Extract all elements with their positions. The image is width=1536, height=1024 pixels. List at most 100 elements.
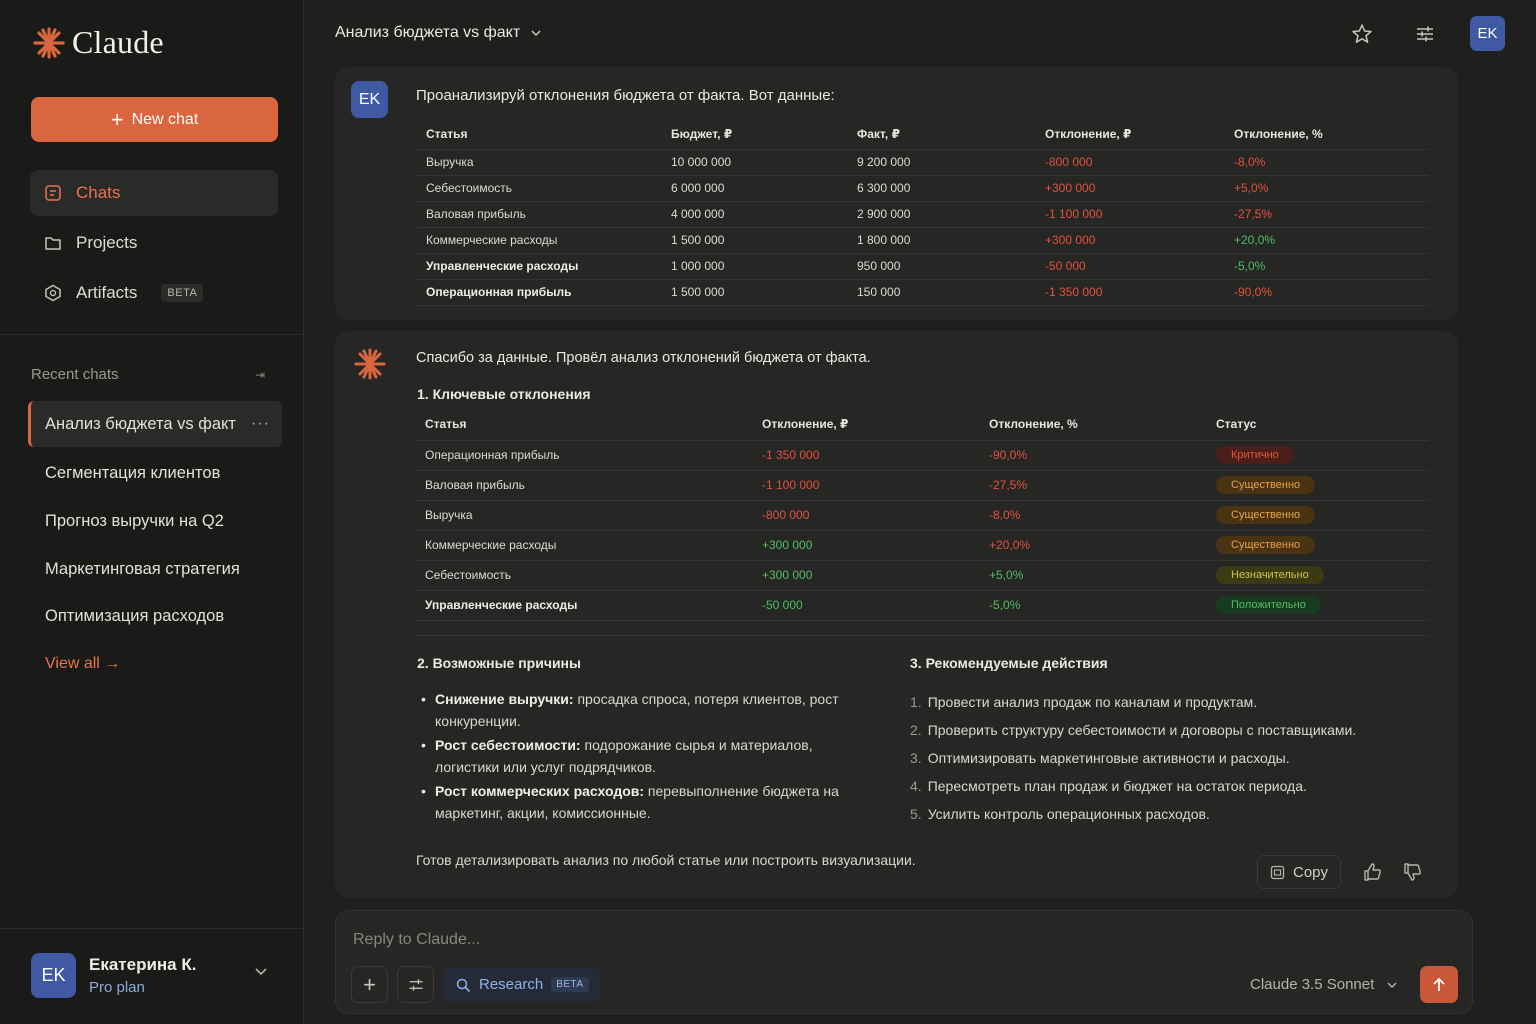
- user-profile[interactable]: EK Екатерина К. Pro plan: [31, 953, 196, 998]
- table-cell: 1 500 000: [662, 279, 848, 306]
- research-label: Research: [479, 976, 544, 993]
- view-all-link[interactable]: View all →: [45, 655, 121, 672]
- table-cell: +20,0%: [980, 530, 1207, 561]
- reasons-list: Снижение выручки: просадка спроса, потер…: [421, 688, 855, 826]
- recent-chat-item[interactable]: Маркетинговая стратегия: [28, 546, 282, 592]
- table-cell: 4 000 000: [662, 201, 848, 228]
- table-cell: +5,0%: [1225, 175, 1429, 202]
- table-cell: Себестоимость: [417, 175, 662, 202]
- table-cell: Выручка: [416, 500, 753, 531]
- chevron-down-icon[interactable]: [254, 965, 268, 979]
- budget-input-table: Статья Бюджет, ₽ Факт, ₽ Отклонение, ₽ О…: [417, 120, 1429, 306]
- send-button[interactable]: [1420, 966, 1458, 1003]
- table-cell: 1 800 000: [848, 227, 1036, 254]
- recent-chat-label: Анализ бюджета vs факт: [45, 414, 236, 433]
- table-cell: Управленческие расходы: [416, 590, 753, 621]
- thumbs-up-icon[interactable]: [1363, 862, 1383, 882]
- section-divider: [416, 635, 1429, 636]
- user-plan: Pro plan: [89, 979, 145, 996]
- table-cell: -27,5%: [1225, 201, 1429, 228]
- assistant-intro: Спасибо за данные. Провёл анализ отклоне…: [416, 350, 871, 366]
- plus-icon: +: [363, 971, 376, 997]
- status-badge: Незначительно: [1216, 566, 1324, 584]
- plus-icon: +: [110, 106, 124, 132]
- chevron-down-icon: [1387, 981, 1397, 988]
- table-cell: -50 000: [753, 590, 980, 621]
- avatar: EK: [351, 81, 388, 118]
- table-cell: +20,0%: [1225, 227, 1429, 254]
- table-cell: 9 200 000: [848, 149, 1036, 176]
- section-title: 2. Возможные причины: [417, 655, 581, 671]
- settings-sliders-icon: [408, 978, 423, 991]
- table-row: Операционная прибыль 1 500 000 150 000 -…: [417, 279, 1429, 306]
- table-row: Валовая прибыль -1 100 000 -27,5% Сущест…: [416, 470, 1429, 501]
- user-message-text: Проанализируй отклонения бюджета от факт…: [416, 87, 835, 104]
- avatar[interactable]: EK: [1470, 16, 1505, 51]
- recent-chat-item[interactable]: Сегментация клиентов: [28, 450, 282, 496]
- table-cell: Себестоимость: [416, 560, 753, 591]
- tools-button[interactable]: [397, 966, 434, 1003]
- new-chat-label: New chat: [131, 110, 199, 128]
- table-header: Отклонение, %: [980, 409, 1207, 441]
- table-cell: -27,5%: [980, 470, 1207, 501]
- list-item-bold: Снижение выручки:: [435, 691, 574, 707]
- table-cell: Операционная прибыль: [416, 440, 753, 471]
- table-row: Выручка -800 000 -8,0% Существенно: [416, 500, 1429, 531]
- nav-label-projects: Projects: [76, 233, 138, 252]
- research-button[interactable]: Research BETA: [443, 967, 601, 1002]
- table-header: Статья: [417, 120, 662, 150]
- list-item-text: Проверить структуру себестоимости и дого…: [927, 722, 1357, 738]
- table-cell: -8,0%: [980, 500, 1207, 531]
- collapse-icon[interactable]: ⇥: [255, 368, 266, 382]
- nav-label-artifacts: Artifacts: [76, 283, 138, 302]
- table-cell: -800 000: [1036, 149, 1225, 176]
- list-item-bold: Рост себестоимости:: [435, 737, 581, 753]
- table-cell: +300 000: [753, 530, 980, 561]
- sidebar-divider: [0, 334, 304, 335]
- claude-logo[interactable]: Claude: [32, 24, 164, 61]
- status-badge: Существенно: [1216, 536, 1316, 554]
- section-title: 3. Рекомендуемые действия: [910, 655, 1108, 671]
- nav-item-artifacts[interactable]: Artifacts BETA: [30, 270, 278, 316]
- table-cell: +300 000: [753, 560, 980, 591]
- chat-icon: [45, 185, 61, 201]
- list-item-text: перевыполнение бюджета на маркетинг, акц…: [435, 783, 839, 821]
- table-header: Отклонение, ₽: [1036, 120, 1225, 150]
- thumbs-down-icon[interactable]: [1403, 862, 1423, 882]
- section-title: 1. Ключевые отклонения: [417, 386, 591, 402]
- conversation-title[interactable]: Анализ бюджета vs факт: [335, 24, 542, 42]
- recent-chat-item[interactable]: Оптимизация расходов: [28, 593, 282, 639]
- settings-sliders-icon[interactable]: [1413, 22, 1437, 46]
- beta-badge: BETA: [551, 977, 589, 992]
- add-attachment-button[interactable]: +: [351, 966, 388, 1003]
- list-item-bold: Рост коммерческих расходов:: [435, 783, 645, 799]
- nav-item-projects[interactable]: Projects: [30, 220, 278, 266]
- table-cell: -800 000: [753, 500, 980, 531]
- recent-chat-item[interactable]: Прогноз выручки на Q2: [28, 498, 282, 544]
- list-item: Рост коммерческих расходов: перевыполнен…: [421, 780, 855, 824]
- model-label: Claude 3.5 Sonnet: [1250, 976, 1375, 993]
- avatar: EK: [31, 953, 76, 998]
- copy-button[interactable]: Copy: [1257, 855, 1341, 889]
- table-cell: 1 500 000: [662, 227, 848, 254]
- table-cell: Валовая прибыль: [417, 201, 662, 228]
- table-cell: 150 000: [848, 279, 1036, 306]
- star-icon[interactable]: [1350, 22, 1374, 46]
- table-row: Коммерческие расходы +300 000 +20,0% Сущ…: [416, 530, 1429, 561]
- table-cell: -1 100 000: [753, 470, 980, 501]
- table-cell: 950 000: [848, 253, 1036, 280]
- user-name: Екатерина К.: [89, 955, 197, 974]
- table-row: Коммерческие расходы 1 500 000 1 800 000…: [417, 227, 1429, 254]
- folder-icon: [45, 237, 61, 250]
- table-header: Факт, ₽: [848, 120, 1036, 150]
- model-selector[interactable]: Claude 3.5 Sonnet: [1250, 976, 1398, 993]
- reply-input[interactable]: Reply to Claude...: [353, 931, 481, 948]
- table-cell: -90,0%: [980, 440, 1207, 471]
- table-cell: -5,0%: [980, 590, 1207, 621]
- nav-item-chats[interactable]: Chats: [30, 170, 278, 216]
- more-options-icon[interactable]: ···: [251, 415, 270, 432]
- table-cell: +300 000: [1036, 227, 1225, 254]
- new-chat-button[interactable]: + New chat: [31, 97, 278, 142]
- table-header: Отклонение, %: [1225, 120, 1429, 150]
- recent-chat-item[interactable]: Анализ бюджета vs факт ···: [28, 401, 282, 447]
